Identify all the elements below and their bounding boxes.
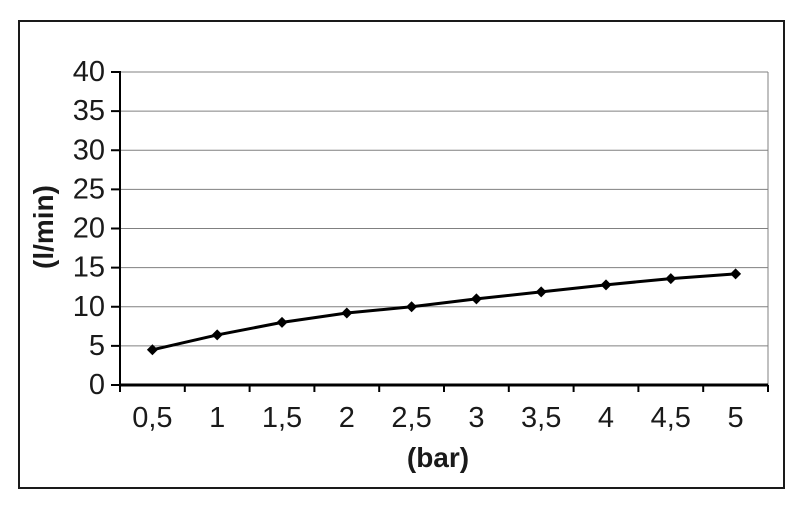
y-tick-label: 10	[73, 291, 105, 323]
y-axis-title: (l/min)	[28, 185, 59, 269]
y-tick-label: 15	[73, 252, 105, 284]
x-tick-label: 3	[468, 402, 484, 434]
series-line	[150, 272, 738, 352]
y-tick-label: 25	[73, 173, 105, 205]
x-tick-label: 5	[728, 402, 744, 434]
data-point-marker	[211, 329, 223, 341]
data-point-marker	[406, 301, 418, 313]
y-tick-label: 0	[89, 369, 105, 401]
data-point-marker	[730, 268, 742, 280]
data-point-marker	[665, 273, 677, 285]
x-axis-title: (bar)	[406, 442, 470, 473]
y-tick-label: 5	[89, 330, 105, 362]
x-tick-label: 4,5	[651, 402, 691, 434]
data-point-marker	[600, 279, 612, 291]
x-tick-label: 3,5	[521, 402, 561, 434]
y-tick-label: 30	[73, 134, 105, 166]
y-tick-label: 20	[73, 213, 105, 245]
x-tick-label: 0,5	[132, 402, 172, 434]
x-tick-label: 2	[339, 402, 355, 434]
data-point-marker	[470, 293, 482, 305]
x-tick-label: 1,5	[262, 402, 302, 434]
x-tick-label: 4	[598, 402, 614, 434]
y-tick-label: 40	[73, 56, 105, 88]
chart-frame	[18, 20, 785, 489]
data-point-marker	[146, 344, 158, 356]
data-point-marker	[535, 286, 547, 298]
x-tick-label: 1	[209, 402, 225, 434]
x-tick-label: 2,5	[391, 402, 431, 434]
data-point-marker	[341, 307, 353, 319]
y-tick-label: 35	[73, 95, 105, 127]
data-point-marker	[276, 316, 288, 328]
